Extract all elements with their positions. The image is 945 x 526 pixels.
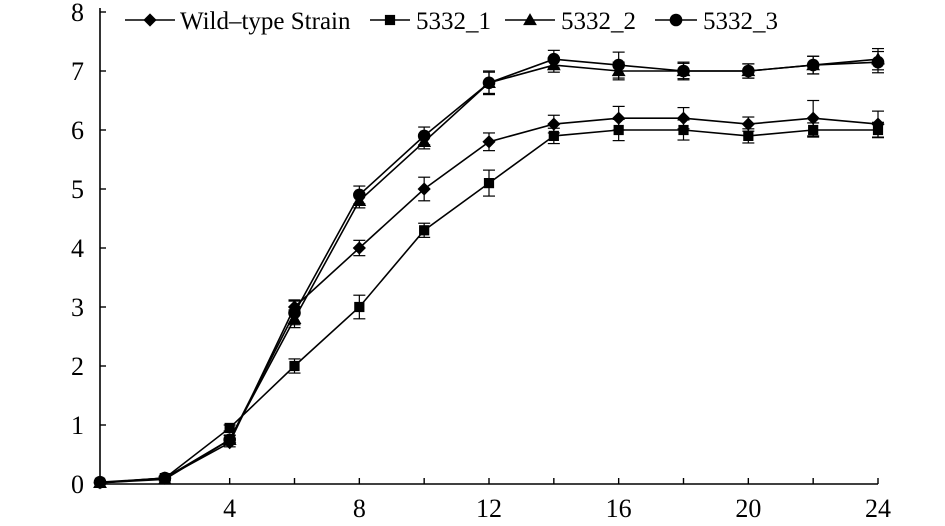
legend-label: Wild–type Strain [180, 8, 351, 35]
series-2 [94, 118, 884, 488]
data-point [417, 129, 431, 143]
legend: Wild–type Strain 5332_1 5332_2 5332_3 [125, 8, 778, 35]
data-point [613, 124, 624, 136]
x-tick-label: 24 [865, 494, 891, 523]
data-point [612, 58, 625, 72]
y-tick-label: 8 [71, 0, 84, 27]
data-point [158, 471, 172, 485]
y-tick-label: 1 [71, 411, 84, 440]
y-tick-label: 2 [71, 352, 84, 381]
data-point [808, 124, 819, 136]
legend-item-1: Wild–type Strain [125, 8, 351, 35]
data-point [806, 58, 820, 72]
data-point [678, 124, 689, 136]
legend-item-2: 5332_1 [370, 8, 491, 35]
x-tick-label: 20 [735, 494, 761, 523]
legend-marker [523, 13, 537, 26]
data-point [871, 55, 885, 69]
x-tick-label: 4 [223, 494, 236, 523]
series-3 [93, 47, 885, 488]
data-point [741, 117, 755, 131]
data-point [676, 111, 691, 125]
x-tick-label: 8 [353, 494, 366, 523]
data-point [482, 76, 496, 90]
data-point [417, 182, 431, 196]
series-1 [93, 99, 885, 490]
data-point [483, 178, 495, 189]
y-tick-label: 6 [71, 116, 84, 145]
legend-label: 5332_2 [561, 8, 636, 35]
series-layer [93, 47, 885, 490]
y-tick-label: 0 [71, 470, 84, 499]
data-point [289, 360, 300, 372]
data-point [288, 306, 301, 320]
data-point [352, 241, 366, 255]
series-4 [93, 49, 885, 489]
data-point [612, 111, 626, 125]
legend-marker [384, 14, 396, 26]
legend-label: 5332_1 [416, 8, 491, 35]
data-point [419, 225, 430, 236]
x-tick-label: 12 [476, 494, 502, 523]
legend-item-4: 5332_3 [655, 8, 778, 35]
data-point [224, 422, 235, 434]
data-point [93, 475, 107, 489]
data-point [547, 52, 561, 66]
data-point [482, 135, 496, 149]
data-point [547, 117, 561, 131]
data-point [548, 130, 559, 141]
data-point [806, 111, 820, 125]
legend-marker [143, 13, 157, 27]
x-tick-label: 16 [606, 494, 632, 523]
y-tick-label: 4 [71, 234, 84, 263]
data-point [742, 64, 755, 78]
data-point [223, 433, 236, 447]
legend-marker [669, 13, 683, 27]
data-point [743, 130, 754, 141]
y-tick-label: 3 [71, 293, 84, 322]
data-point [353, 188, 366, 202]
y-tick-label: 5 [71, 175, 84, 204]
data-point [677, 64, 690, 78]
legend-item-3: 5332_2 [505, 8, 636, 35]
legend-label: 5332_3 [703, 8, 778, 35]
y-tick-label: 7 [71, 57, 84, 86]
data-point [872, 124, 884, 136]
data-point [354, 301, 365, 313]
